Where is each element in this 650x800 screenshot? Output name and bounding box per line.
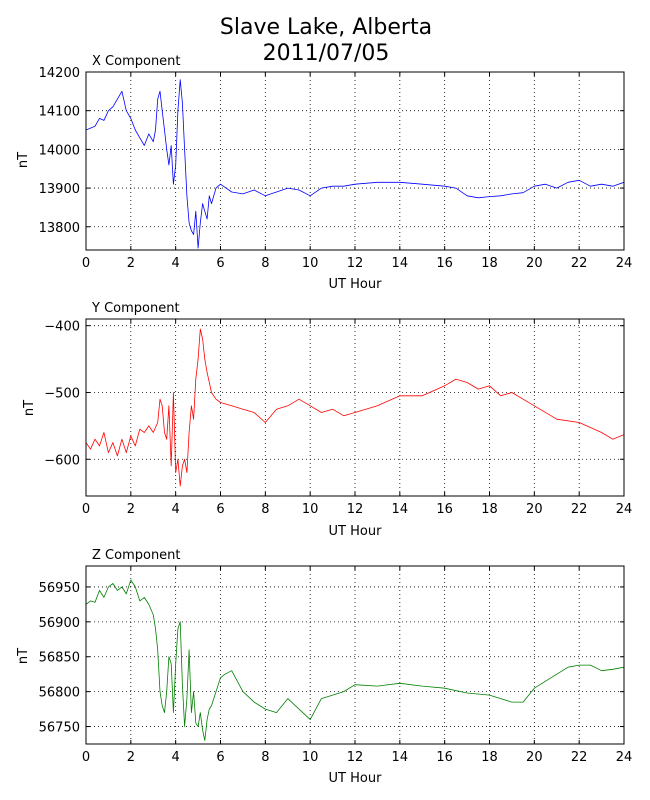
x-tick-label: 14 (392, 750, 409, 765)
x-tick-label: 8 (261, 750, 269, 765)
y-component-panel: Y Component UT Hour nT 0 2 4 6 8 10 12 14 16 18 20… (22, 301, 632, 539)
plot-frame (85, 565, 625, 745)
y-tick-label: 56850 (39, 651, 80, 666)
y-axis-label: nT (16, 648, 31, 664)
x-tick-label: 6 (216, 502, 224, 517)
x-tick-label: 18 (481, 750, 498, 765)
x-tick-label: 12 (347, 750, 364, 765)
y-tick-label: 14100 (39, 105, 80, 120)
y-tick-label: −400 (44, 320, 80, 335)
plot-frame (85, 71, 625, 251)
plot-frame (85, 318, 625, 497)
series-line (86, 328, 624, 487)
y-tick-label: 56750 (39, 721, 80, 736)
x-tick-label: 10 (302, 256, 319, 271)
figure-title-line2: 2011/07/05 (263, 41, 390, 66)
x-tick-label: 16 (436, 256, 453, 271)
x-tick-label: 6 (216, 256, 224, 271)
x-tick-label: 18 (481, 256, 498, 271)
x-tick-label: 6 (216, 750, 224, 765)
z-component-panel: Z Component UT Hour nT 0 2 4 6 8 10 12 14 16 18 20… (16, 548, 632, 786)
y-axis-label: nT (16, 152, 31, 168)
x-tick-label: 8 (261, 256, 269, 271)
x-component-panel: X Component UT Hour nT 0 2 4 6 8 10 12 14 16 18 20… (16, 54, 632, 292)
x-tick-label: 16 (436, 502, 453, 517)
x-tick-label: 10 (302, 502, 319, 517)
x-tick-label: 14 (392, 502, 409, 517)
y-tick-label: 56800 (39, 686, 80, 701)
x-tick-label: 20 (526, 256, 543, 271)
x-tick-label: 24 (616, 256, 633, 271)
x-tick-label: 4 (172, 750, 180, 765)
y-tick-label: 56950 (39, 581, 80, 596)
x-tick-label: 20 (526, 502, 543, 517)
figure-title-line1: Slave Lake, Alberta (220, 15, 432, 40)
panel-title: Z Component (92, 548, 181, 563)
x-tick-label: 0 (82, 750, 90, 765)
x-tick-label: 0 (82, 256, 90, 271)
y-tick-label: 13900 (39, 182, 80, 197)
y-tick-label: −500 (44, 386, 80, 401)
x-axis-label: UT Hour (329, 771, 383, 786)
x-tick-label: 14 (392, 256, 409, 271)
y-tick-label: 14200 (39, 66, 80, 81)
x-tick-label: 24 (616, 502, 633, 517)
panel-title: Y Component (91, 301, 180, 316)
x-tick-label: 0 (82, 502, 90, 517)
y-tick-label: 14000 (39, 143, 80, 158)
x-tick-label: 2 (127, 256, 135, 271)
x-tick-label: 22 (571, 750, 588, 765)
x-tick-label: 8 (261, 502, 269, 517)
x-tick-label: 18 (481, 502, 498, 517)
x-axis-label: UT Hour (329, 524, 383, 539)
series-line (86, 579, 624, 741)
x-tick-label: 12 (347, 502, 364, 517)
x-axis-label: UT Hour (329, 277, 383, 292)
series-line (86, 79, 624, 249)
x-tick-label: 2 (127, 750, 135, 765)
x-tick-label: 22 (571, 256, 588, 271)
x-tick-label: 24 (616, 750, 633, 765)
y-tick-label: 56900 (39, 616, 80, 631)
x-tick-label: 10 (302, 750, 319, 765)
y-tick-label: 13800 (39, 221, 80, 236)
x-tick-label: 20 (526, 750, 543, 765)
y-tick-label: −600 (44, 453, 80, 468)
x-tick-label: 2 (127, 502, 135, 517)
x-tick-label: 4 (172, 502, 180, 517)
x-tick-label: 22 (571, 502, 588, 517)
x-tick-label: 4 (172, 256, 180, 271)
panel-title: X Component (92, 54, 181, 69)
y-axis-label: nT (22, 400, 37, 416)
x-tick-label: 12 (347, 256, 364, 271)
x-tick-label: 16 (436, 750, 453, 765)
